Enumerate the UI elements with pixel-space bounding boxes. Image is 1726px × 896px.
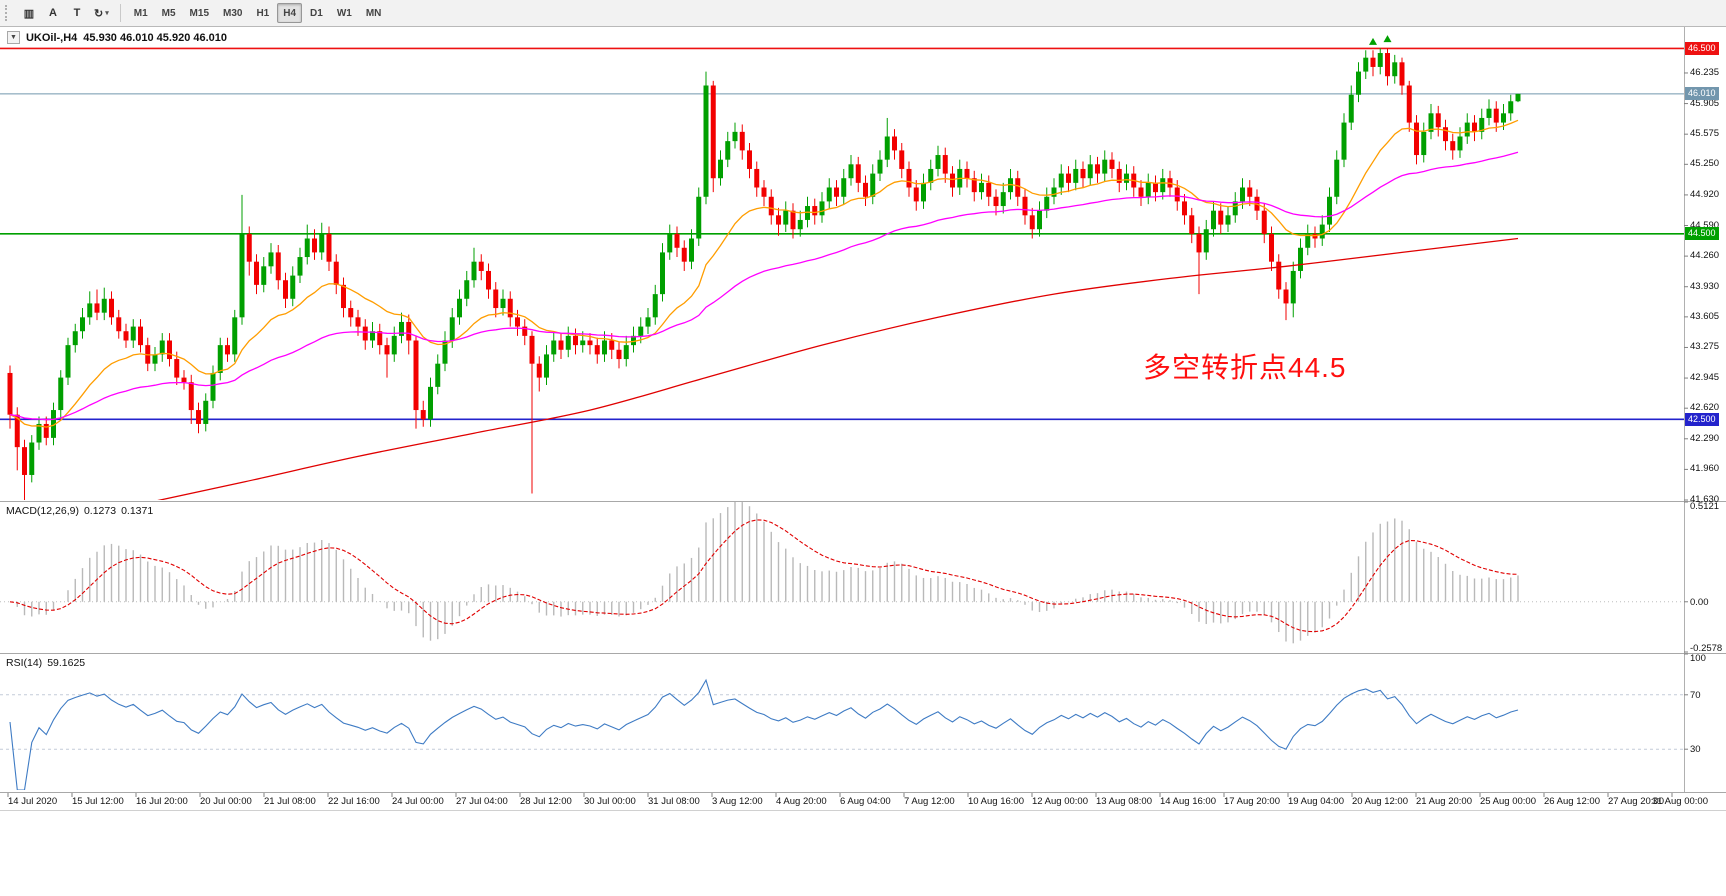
time-tick-label: 21 Jul 08:00 xyxy=(264,796,316,807)
moving-averages-layer xyxy=(9,119,1519,500)
toolbar-grip-handle[interactable] xyxy=(5,5,12,21)
refresh-tools-button[interactable]: ↻ ▾ xyxy=(90,3,113,24)
time-tick-label: 26 Aug 12:00 xyxy=(1544,796,1600,807)
rsi-tick-label: 30 xyxy=(1690,744,1701,756)
timeframe-h4-button[interactable]: H4 xyxy=(277,3,303,23)
top-toolbar: ▥ A T ↻ ▾ M1 M5 M15 M30 H1 H4 D1 W1 MN xyxy=(0,0,1726,27)
price-tick-label: 42.620 xyxy=(1690,402,1720,414)
price-tick-label: 46.235 xyxy=(1690,66,1720,78)
price-tick-label: 45.575 xyxy=(1690,128,1720,140)
rsi-value: 59.1625 xyxy=(47,657,86,669)
time-tick-label: 14 Aug 16:00 xyxy=(1160,796,1216,807)
time-tick-label: 27 Jul 04:00 xyxy=(456,796,508,807)
time-tick-label: 31 Aug 00:00 xyxy=(1652,796,1708,807)
macd-tick-label: 0.00 xyxy=(1690,596,1709,608)
time-tick-label: 25 Aug 00:00 xyxy=(1480,796,1536,807)
rsi-tick-label: 70 xyxy=(1690,689,1701,701)
rsi-label: RSI(14) 59.1625 xyxy=(6,657,85,669)
price-tick-label: 43.275 xyxy=(1690,341,1720,353)
time-tick-label: 20 Jul 00:00 xyxy=(200,796,252,807)
price-line-badge: 44.500 xyxy=(1685,227,1719,241)
timeframe-m30-button[interactable]: M30 xyxy=(217,3,248,23)
macd-label: MACD(12,26,9) 0.1273 0.1371 xyxy=(6,505,153,517)
time-tick-label: 16 Jul 20:00 xyxy=(136,796,188,807)
time-tick-label: 30 Jul 00:00 xyxy=(584,796,636,807)
time-tick-label: 17 Aug 20:00 xyxy=(1224,796,1280,807)
rsi-line xyxy=(9,678,1519,790)
toolbar-separator xyxy=(119,4,121,22)
ma-slow-red xyxy=(158,237,1519,500)
time-tick-label: 28 Jul 12:00 xyxy=(520,796,572,807)
symbol-timeframe-label: UKOil-,H4 xyxy=(25,31,78,44)
chart-annotation: 多空转折点44.5 xyxy=(1143,352,1347,383)
chart-frame xyxy=(0,27,1726,811)
time-tick-label: 31 Jul 08:00 xyxy=(648,796,700,807)
time-tick-label: 21 Aug 20:00 xyxy=(1416,796,1472,807)
time-tick-label: 7 Aug 12:00 xyxy=(904,796,955,807)
price-tick-label: 44.920 xyxy=(1690,188,1720,200)
timeframe-h1-button[interactable]: H1 xyxy=(250,3,275,23)
timeframe-m1-button[interactable]: M1 xyxy=(128,3,154,23)
price-tick-label: 43.605 xyxy=(1690,310,1720,322)
price-tick-label: 45.250 xyxy=(1690,158,1720,170)
time-tick-label: 19 Aug 04:00 xyxy=(1288,796,1344,807)
macd-tick-label: 0.5121 xyxy=(1690,501,1720,512)
macd-signal-value: 0.1371 xyxy=(121,505,154,517)
price-line-badge: 46.500 xyxy=(1685,41,1719,55)
macd-name: MACD(12,26,9) xyxy=(6,505,79,517)
macd-main-value: 0.1273 xyxy=(83,505,117,517)
collapse-arrow-icon[interactable]: ▼ xyxy=(7,31,20,44)
trade-markers-layer xyxy=(1369,35,1392,45)
refresh-tools-icon: ↻ xyxy=(94,7,104,20)
price-tick-label: 41.630 xyxy=(1690,494,1720,505)
price-line-badge: 42.500 xyxy=(1685,412,1719,426)
price-tick-label: 42.945 xyxy=(1690,372,1720,384)
timeframe-w1-button[interactable]: W1 xyxy=(331,3,358,23)
chart-readout: ▼ UKOil-,H4 45.930 46.010 45.920 46.010 xyxy=(7,31,227,44)
price-tick-label: 44.590 xyxy=(1690,219,1720,231)
time-tick-label: 22 Jul 16:00 xyxy=(328,796,380,807)
arrow-up-marker-icon xyxy=(1383,35,1392,43)
time-tick-label: 15 Jul 12:00 xyxy=(72,796,124,807)
ma-fast-orange xyxy=(9,119,1519,428)
time-tick-label: 6 Aug 04:00 xyxy=(840,796,891,807)
price-tick-label: 42.290 xyxy=(1690,432,1720,444)
time-tick-label: 14 Jul 2020 xyxy=(8,796,58,807)
rsi-pane[interactable] xyxy=(0,678,1684,790)
axis-ticks xyxy=(7,72,1688,797)
time-tick-label: 10 Aug 16:00 xyxy=(968,796,1024,807)
time-tick-label: 12 Aug 00:00 xyxy=(1032,796,1088,807)
bar-style-icon[interactable]: ▥ xyxy=(18,3,40,24)
price-tick-label: 45.905 xyxy=(1690,97,1720,109)
arrow-up-marker-icon xyxy=(1369,37,1377,45)
time-tick-label: 4 Aug 20:00 xyxy=(776,796,827,807)
price-tick-label: 44.260 xyxy=(1690,250,1720,262)
rsi-name: RSI(14) xyxy=(6,657,43,669)
text-frame-icon[interactable]: T xyxy=(66,3,88,24)
chevron-down-icon: ▾ xyxy=(105,10,109,17)
ma-mid-magenta xyxy=(9,151,1519,421)
ohlc-readout-values: 45.930 46.010 45.920 46.010 xyxy=(83,31,228,44)
price-tick-label: 43.930 xyxy=(1690,280,1720,292)
macd-tick-label: -0.2578 xyxy=(1690,643,1723,654)
candles-layer xyxy=(7,48,1521,500)
time-tick-label: 27 Aug 20:00 xyxy=(1608,796,1664,807)
time-tick-label: 20 Aug 12:00 xyxy=(1352,796,1408,807)
timeframe-m5-button[interactable]: M5 xyxy=(156,3,182,23)
rsi-tick-label: 100 xyxy=(1690,653,1706,664)
horizontal-price-lines[interactable] xyxy=(0,47,1684,421)
price-tick-label: 41.960 xyxy=(1690,463,1720,475)
time-tick-label: 3 Aug 12:00 xyxy=(712,796,763,807)
time-tick-label: 13 Aug 08:00 xyxy=(1096,796,1152,807)
text-annotation-icon[interactable]: A xyxy=(42,3,64,24)
timeframe-d1-button[interactable]: D1 xyxy=(304,3,329,23)
macd-signal-line xyxy=(9,519,1519,633)
macd-pane[interactable] xyxy=(0,502,1684,644)
current-price-badge: 46.010 xyxy=(1685,87,1719,101)
time-tick-label: 24 Jul 00:00 xyxy=(392,796,444,807)
timeframe-m15-button[interactable]: M15 xyxy=(184,3,215,23)
timeframe-mn-button[interactable]: MN xyxy=(360,3,388,23)
